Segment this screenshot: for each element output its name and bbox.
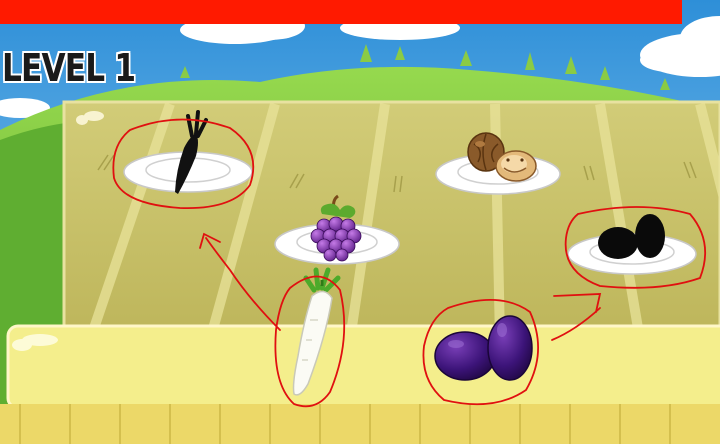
grass-tufts xyxy=(180,44,670,90)
arrow-plums-to-shadow xyxy=(551,307,601,341)
plate-nuts[interactable] xyxy=(435,132,561,195)
peanut-icon xyxy=(495,150,537,182)
radish-icon xyxy=(292,290,333,396)
circle-radish xyxy=(274,275,346,408)
grapes-icon xyxy=(310,194,362,262)
plate-carrot-shadow[interactable] xyxy=(123,110,253,194)
plums-silhouette xyxy=(598,214,665,259)
cloud-small xyxy=(0,98,50,118)
timer-bar xyxy=(0,0,682,24)
annotations xyxy=(112,118,707,408)
cloud-right xyxy=(640,16,720,77)
plum-icon xyxy=(434,331,496,381)
tray-plums[interactable] xyxy=(434,315,533,381)
plum-icon xyxy=(487,315,533,381)
arrow-radish-to-carrot xyxy=(205,237,281,331)
level-title: LEVEL 1 xyxy=(2,46,136,90)
circle-plums xyxy=(422,299,539,406)
plate-grapes[interactable] xyxy=(274,194,400,265)
walnut-icon xyxy=(467,132,505,172)
plate-plum-shadow[interactable] xyxy=(567,214,697,275)
circle-plum-shadow xyxy=(564,206,707,289)
field-marks xyxy=(97,154,697,193)
tray-radish[interactable] xyxy=(292,267,341,396)
field-shine xyxy=(76,111,104,125)
circle-carrot-plate xyxy=(112,118,255,210)
